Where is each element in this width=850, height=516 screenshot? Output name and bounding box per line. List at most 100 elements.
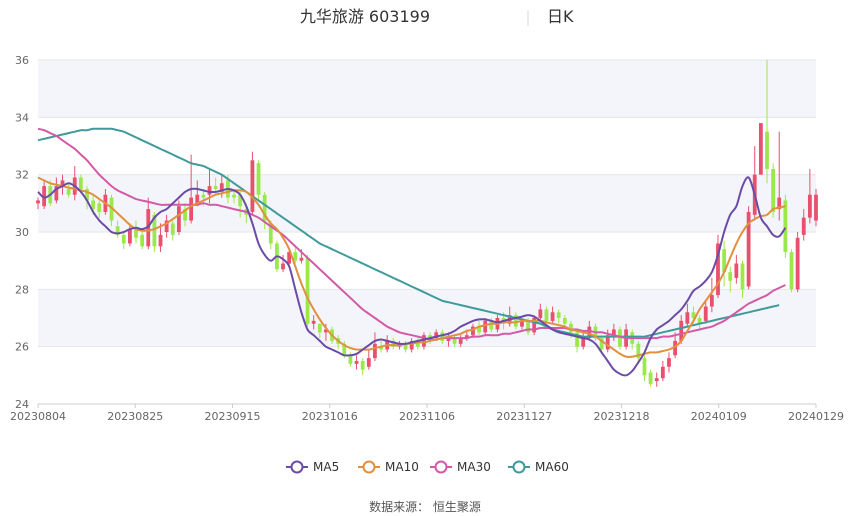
candle-body (66, 189, 71, 195)
candle-down (97, 200, 102, 218)
candle-up (164, 214, 169, 238)
chart-title-stock: 九华旅游 603199 (300, 7, 430, 26)
candle-body (311, 320, 316, 324)
candle-body (391, 340, 396, 347)
candle-body (428, 335, 432, 339)
candle-body (722, 249, 727, 273)
candle-body (452, 338, 457, 344)
candle-body (195, 194, 200, 204)
candle-body (477, 326, 481, 333)
candle-down (697, 315, 702, 330)
candle-up (581, 332, 586, 350)
candle-down (728, 266, 733, 293)
candle-body (189, 197, 194, 221)
candle-body (201, 194, 206, 198)
candle-body (660, 366, 665, 379)
ma60-line (37, 127, 780, 338)
candle-body (440, 332, 445, 341)
candle-down (562, 315, 567, 327)
candle-body (373, 343, 377, 359)
candle-up (422, 332, 426, 350)
legend-marker (512, 460, 526, 474)
candle-body (250, 160, 255, 212)
candle-body (795, 237, 800, 290)
candle-down (440, 329, 445, 344)
candle-up (550, 306, 555, 324)
candle-body (526, 320, 530, 333)
candle-up (532, 315, 537, 336)
candle-body (219, 183, 224, 192)
candle-down (109, 194, 114, 227)
legend-item-ma10: MA10 (358, 460, 419, 474)
x-tick-label: 20240129 (788, 410, 844, 423)
candle-down (618, 326, 622, 350)
x-tick-label: 20230804 (10, 410, 66, 423)
candle-body (654, 378, 659, 382)
candle-down (740, 260, 745, 298)
candle-body (140, 234, 145, 247)
candle-up (36, 197, 40, 210)
legend-marker (290, 460, 304, 474)
candle-body (569, 323, 573, 333)
candle-up (795, 232, 800, 293)
candle-up (281, 254, 285, 273)
y-tick-label: 24 (15, 398, 29, 411)
candle-body (489, 320, 494, 330)
candle-body (91, 200, 96, 210)
candle-body (673, 340, 678, 356)
candle-up (777, 131, 782, 221)
candle-body (746, 211, 751, 287)
candle-down (599, 335, 604, 353)
candle-body (281, 263, 285, 270)
candle-up (409, 338, 414, 353)
candle-body (115, 226, 120, 235)
candle-body (366, 358, 371, 367)
candle-body (771, 168, 776, 212)
candle-body (703, 306, 708, 321)
candle-body (360, 361, 365, 370)
candle-down (544, 306, 549, 324)
candle-body (575, 332, 579, 347)
candle-body (464, 335, 469, 339)
x-tick-label: 20230915 (205, 410, 261, 423)
candle-body (544, 309, 549, 321)
candle-up (660, 361, 665, 382)
legend-item-ma30: MA30 (430, 460, 491, 474)
candle-body (581, 338, 586, 347)
candle-body (164, 220, 169, 232)
y-tick-label: 28 (15, 283, 29, 296)
candle-body (207, 186, 212, 195)
x-tick-label: 20231218 (594, 410, 650, 423)
candle-body (618, 329, 622, 347)
candle-body (758, 123, 763, 175)
candle-up (814, 189, 818, 227)
candle-up (195, 180, 200, 207)
legend-item-ma60: MA60 (508, 460, 569, 474)
candle-down (121, 232, 126, 250)
candle-body (121, 234, 126, 244)
candle-up (654, 372, 659, 387)
candle-up (807, 168, 812, 224)
candle-body (611, 329, 616, 336)
candle-up (483, 318, 488, 336)
legend-label: MA10 (385, 460, 419, 474)
candle-up (42, 180, 47, 210)
candle-body (556, 312, 561, 318)
candle-down (360, 358, 365, 376)
candle-body (42, 186, 47, 207)
candle-body (170, 223, 175, 235)
candle-up (679, 315, 684, 344)
y-axis: 24 26 28 30 32 34 36 (15, 54, 29, 411)
candle-body (127, 229, 132, 244)
candle-body (605, 335, 610, 350)
candle-body (262, 194, 267, 221)
candle-body (458, 338, 463, 344)
candle-body (60, 180, 65, 187)
candle-down (134, 220, 138, 244)
candle-body (648, 372, 653, 384)
moving-average-lines (37, 127, 787, 377)
candle-body (685, 312, 690, 324)
candle-up (685, 303, 690, 327)
candle-up (54, 177, 59, 204)
candle-body (176, 206, 181, 232)
